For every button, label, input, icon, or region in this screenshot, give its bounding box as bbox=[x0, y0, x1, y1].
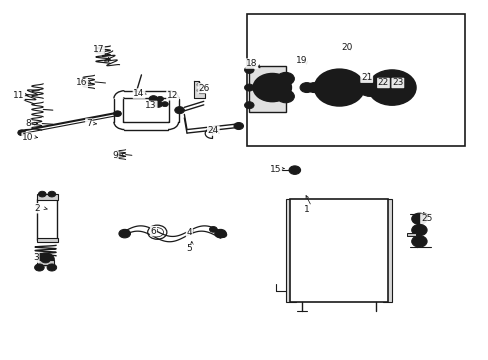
Circle shape bbox=[253, 73, 291, 102]
Text: 21: 21 bbox=[360, 73, 372, 82]
Text: 7: 7 bbox=[86, 119, 91, 128]
Circle shape bbox=[119, 229, 130, 238]
Bar bbox=[249, 66, 285, 112]
Circle shape bbox=[39, 191, 46, 197]
Circle shape bbox=[366, 85, 372, 90]
Circle shape bbox=[41, 256, 50, 263]
Circle shape bbox=[288, 166, 300, 174]
Circle shape bbox=[300, 83, 313, 93]
Text: 23: 23 bbox=[391, 78, 403, 87]
Text: 6: 6 bbox=[150, 227, 156, 236]
Bar bbox=[407, 233, 415, 237]
Text: 24: 24 bbox=[207, 126, 219, 135]
Circle shape bbox=[415, 239, 423, 244]
Circle shape bbox=[260, 79, 284, 96]
Polygon shape bbox=[194, 81, 204, 98]
Text: 11: 11 bbox=[13, 91, 24, 100]
Bar bbox=[247, 15, 463, 146]
Circle shape bbox=[174, 107, 184, 114]
Circle shape bbox=[314, 69, 364, 106]
Text: 9: 9 bbox=[112, 151, 118, 160]
Text: 5: 5 bbox=[186, 244, 192, 253]
Text: 26: 26 bbox=[198, 84, 209, 93]
Text: 3: 3 bbox=[33, 253, 39, 262]
Circle shape bbox=[209, 226, 217, 232]
Bar bbox=[37, 194, 58, 201]
Circle shape bbox=[37, 253, 54, 266]
Circle shape bbox=[157, 96, 163, 101]
Text: 20: 20 bbox=[341, 43, 352, 52]
Circle shape bbox=[48, 191, 56, 197]
Text: 12: 12 bbox=[166, 91, 178, 100]
Circle shape bbox=[197, 89, 202, 92]
Text: 25: 25 bbox=[420, 214, 431, 223]
Circle shape bbox=[319, 73, 359, 102]
Text: 4: 4 bbox=[186, 229, 192, 238]
Circle shape bbox=[357, 79, 381, 96]
Circle shape bbox=[384, 82, 399, 93]
Circle shape bbox=[372, 73, 410, 102]
Circle shape bbox=[47, 264, 57, 271]
Circle shape bbox=[362, 82, 376, 93]
Circle shape bbox=[411, 224, 426, 236]
Bar bbox=[285, 199, 295, 302]
Bar bbox=[382, 199, 391, 302]
Circle shape bbox=[335, 85, 343, 90]
Text: 16: 16 bbox=[76, 78, 87, 87]
Circle shape bbox=[244, 102, 254, 109]
Text: 19: 19 bbox=[296, 55, 307, 64]
Circle shape bbox=[303, 85, 310, 90]
Circle shape bbox=[388, 85, 394, 90]
Circle shape bbox=[244, 84, 254, 91]
Text: 8: 8 bbox=[25, 119, 31, 128]
Text: 1: 1 bbox=[304, 206, 309, 215]
Circle shape bbox=[267, 84, 277, 91]
Circle shape bbox=[411, 213, 426, 224]
Circle shape bbox=[244, 66, 254, 73]
Circle shape bbox=[277, 72, 294, 85]
Bar bbox=[295, 203, 382, 298]
Circle shape bbox=[233, 122, 243, 130]
Text: 14: 14 bbox=[133, 89, 144, 98]
Circle shape bbox=[214, 229, 226, 238]
Circle shape bbox=[219, 232, 226, 238]
Bar bbox=[38, 199, 57, 240]
Circle shape bbox=[18, 130, 25, 136]
Text: 17: 17 bbox=[92, 45, 104, 54]
Circle shape bbox=[415, 227, 423, 233]
Circle shape bbox=[316, 90, 324, 96]
Text: 22: 22 bbox=[377, 78, 388, 87]
Circle shape bbox=[415, 216, 423, 222]
Circle shape bbox=[306, 83, 320, 93]
Circle shape bbox=[378, 78, 405, 98]
Circle shape bbox=[324, 76, 354, 99]
Bar bbox=[38, 260, 54, 265]
Circle shape bbox=[367, 70, 415, 105]
Circle shape bbox=[161, 102, 168, 107]
Bar bbox=[289, 199, 387, 302]
Text: 18: 18 bbox=[245, 59, 257, 68]
Circle shape bbox=[149, 96, 158, 102]
Bar bbox=[38, 199, 57, 240]
Circle shape bbox=[35, 264, 44, 271]
Circle shape bbox=[154, 101, 162, 107]
Circle shape bbox=[411, 236, 426, 247]
Text: 10: 10 bbox=[22, 133, 34, 142]
Circle shape bbox=[197, 83, 202, 86]
Bar bbox=[246, 14, 464, 147]
Circle shape bbox=[113, 111, 121, 117]
Circle shape bbox=[309, 85, 317, 90]
Text: 13: 13 bbox=[145, 102, 157, 111]
Circle shape bbox=[277, 90, 294, 103]
Circle shape bbox=[330, 81, 347, 94]
Bar bbox=[37, 238, 58, 242]
Text: 15: 15 bbox=[269, 165, 281, 174]
Text: 2: 2 bbox=[35, 204, 40, 213]
